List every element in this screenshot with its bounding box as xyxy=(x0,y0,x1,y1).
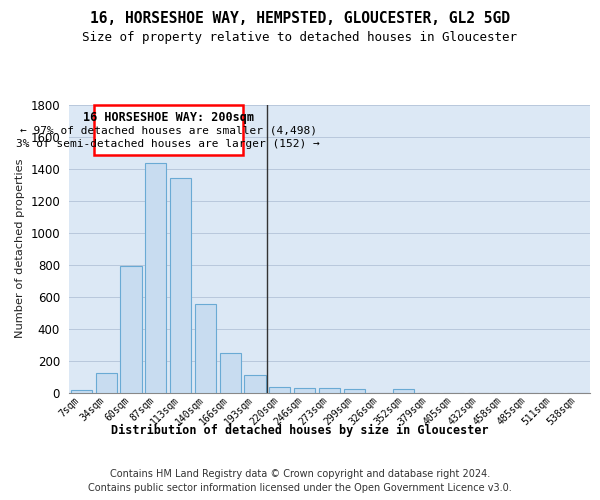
Bar xyxy=(344,390,365,392)
Text: Size of property relative to detached houses in Gloucester: Size of property relative to detached ho… xyxy=(83,31,517,44)
Bar xyxy=(145,162,166,392)
Bar xyxy=(269,387,290,392)
Bar xyxy=(95,372,117,392)
Bar xyxy=(294,388,315,392)
Bar xyxy=(94,105,242,154)
Text: 3% of semi-detached houses are larger (152) →: 3% of semi-detached houses are larger (1… xyxy=(16,138,320,148)
Text: Distribution of detached houses by size in Gloucester: Distribution of detached houses by size … xyxy=(111,424,489,437)
Bar xyxy=(393,390,415,392)
Text: ← 97% of detached houses are smaller (4,498): ← 97% of detached houses are smaller (4,… xyxy=(20,126,317,136)
Text: 16 HORSESHOE WAY: 200sqm: 16 HORSESHOE WAY: 200sqm xyxy=(83,111,254,124)
Text: 16, HORSESHOE WAY, HEMPSTED, GLOUCESTER, GL2 5GD: 16, HORSESHOE WAY, HEMPSTED, GLOUCESTER,… xyxy=(90,11,510,26)
Bar xyxy=(195,304,216,392)
Bar xyxy=(220,352,241,393)
Bar xyxy=(319,388,340,392)
Y-axis label: Number of detached properties: Number of detached properties xyxy=(14,159,25,338)
Text: Contains public sector information licensed under the Open Government Licence v3: Contains public sector information licen… xyxy=(88,483,512,493)
Bar xyxy=(244,375,266,392)
Bar xyxy=(121,266,142,392)
Bar xyxy=(71,390,92,392)
Text: Contains HM Land Registry data © Crown copyright and database right 2024.: Contains HM Land Registry data © Crown c… xyxy=(110,469,490,479)
Bar xyxy=(170,178,191,392)
